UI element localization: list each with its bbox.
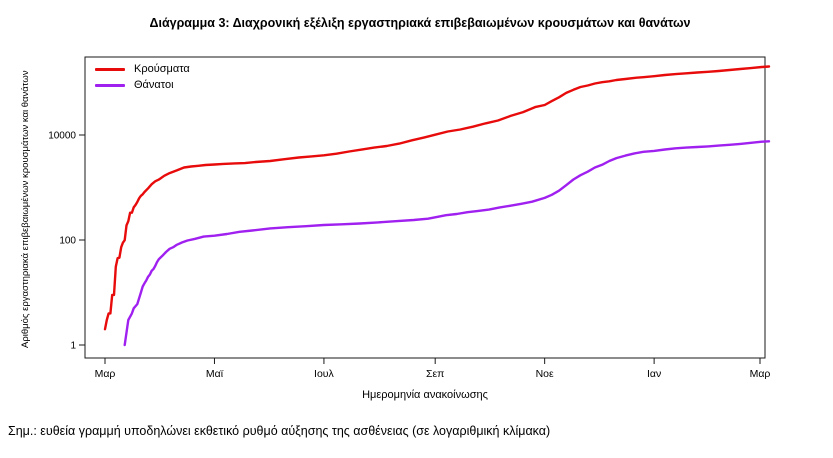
plot-frame (84, 56, 766, 359)
chart-title: Διάγραμμα 3: Διαχρονική εξέλιξη εργαστηρ… (149, 16, 691, 30)
legend-label-deaths: Θάνατοι (134, 79, 174, 91)
x-tick-label: Ιουλ (314, 368, 334, 380)
x-tick-label: Σεπ (426, 368, 444, 380)
x-tick-label: Μαρ (95, 368, 116, 380)
y-tick-label: 1 (70, 341, 76, 352)
x-tick-label: Μαϊ (206, 368, 224, 380)
y-tick-label: 10000 (48, 131, 76, 142)
y-axis-label: Αριθμός εργαστηριακά επιβεβαιωμένων κρου… (20, 70, 31, 348)
legend-label-cases: Κρούσματα (134, 63, 190, 75)
legend-entry-deaths: Θάνατοι (95, 80, 190, 91)
cases-line-swatch (95, 68, 125, 71)
x-tick-label: Νοε (536, 368, 554, 380)
x-tick-label: Μαρ (750, 368, 771, 380)
deaths-line (123, 140, 771, 347)
legend-entry-cases: Κρούσματα (95, 64, 190, 75)
x-tick-label: Ιαν (647, 368, 661, 380)
footnote: Σημ.: ευθεία γραμμή υποδηλώνει εκθετικό … (8, 424, 551, 438)
deaths-line-swatch (95, 84, 125, 87)
y-tick-label: 100 (59, 236, 76, 247)
x-axis-label: Ημερομηνία ανακοίνωσης (362, 389, 488, 401)
cases-line (103, 65, 771, 331)
legend: Κρούσματα Θάνατοι (95, 64, 190, 91)
